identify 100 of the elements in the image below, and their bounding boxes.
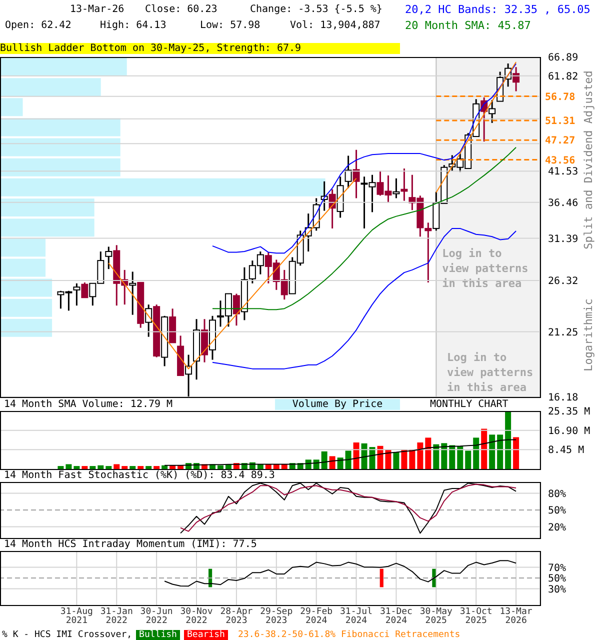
x-tick-label: 13-Mar 2026 bbox=[500, 607, 533, 626]
text: Bullish bbox=[136, 630, 180, 640]
y-tick-label: 61.82 bbox=[548, 71, 578, 82]
bar bbox=[146, 466, 152, 469]
candlestick bbox=[400, 168, 408, 202]
text: MONTHLY CHART bbox=[430, 399, 508, 411]
x-tick-label: 28-Apr 2023 bbox=[220, 607, 254, 626]
bar bbox=[433, 444, 440, 469]
bar bbox=[0, 58, 127, 76]
ref-line-label: 51.31 bbox=[545, 116, 576, 128]
bar bbox=[441, 443, 448, 469]
x-tick-label: 29-Feb 2024 bbox=[300, 607, 333, 626]
bar bbox=[385, 450, 392, 469]
y-tick-label: 66.89 bbox=[548, 52, 578, 64]
line-series bbox=[164, 439, 517, 466]
bar bbox=[154, 466, 160, 469]
y-tick-label: 50% bbox=[548, 506, 566, 517]
bar bbox=[82, 466, 88, 469]
bar bbox=[409, 450, 416, 469]
bar bbox=[361, 443, 368, 469]
bar bbox=[449, 445, 456, 469]
bar bbox=[138, 466, 144, 469]
bar bbox=[489, 434, 496, 469]
legend-title: % K - HCS IMI Crossover, bbox=[2, 630, 132, 640]
bar bbox=[0, 98, 23, 116]
bar bbox=[0, 178, 326, 196]
candlestick bbox=[232, 292, 240, 326]
bar bbox=[98, 465, 104, 469]
candlestick bbox=[512, 66, 520, 92]
candlestick bbox=[352, 149, 360, 199]
bar bbox=[457, 446, 464, 469]
bar bbox=[321, 451, 328, 469]
line-series bbox=[164, 560, 517, 587]
bar bbox=[393, 452, 400, 469]
x-tick-label: 30-May 2025 bbox=[420, 607, 453, 626]
bar bbox=[417, 442, 424, 469]
text: 13-Mar-26 bbox=[70, 4, 124, 16]
bar bbox=[0, 198, 94, 216]
y-tick-label: 8.45 M bbox=[548, 445, 584, 456]
text: Change: -3.53 {-5.5 %} bbox=[250, 4, 382, 16]
bar bbox=[0, 238, 46, 257]
y-tick-label: 21.25 bbox=[548, 327, 578, 338]
y-tick-label: 31.39 bbox=[548, 234, 578, 245]
x-tick-label: 31-Aug 2021 bbox=[60, 607, 93, 626]
bar bbox=[114, 464, 120, 469]
text: 23.6-38.2-50-61.8% Fibonacci Retracements bbox=[238, 630, 460, 640]
candlestick bbox=[145, 304, 152, 338]
bar bbox=[257, 464, 264, 469]
y-tick-label: 16.18 bbox=[548, 392, 578, 404]
chart-title: 14 Month HCS Intraday Momentum (IMI): 77.5 bbox=[4, 539, 257, 550]
bar bbox=[66, 464, 72, 469]
candlestick bbox=[392, 178, 400, 199]
bar bbox=[369, 447, 376, 469]
bar bbox=[265, 464, 272, 469]
chart-title: 14 Month Fast Stochastic (%K) (%D): 83.4 89.3 bbox=[4, 470, 275, 481]
candlestick bbox=[105, 246, 112, 270]
bar bbox=[58, 466, 64, 469]
bar bbox=[0, 298, 52, 317]
bar bbox=[0, 78, 101, 96]
candlestick bbox=[344, 154, 352, 189]
text: 20,2 HC Bands: 32.35 , 65.05 bbox=[405, 2, 590, 18]
text: Open: 62.42 bbox=[5, 20, 72, 32]
bar bbox=[481, 428, 488, 469]
bar bbox=[353, 442, 360, 469]
bar bbox=[74, 466, 80, 469]
text: 20 Month SMA: 45.87 bbox=[405, 18, 532, 34]
bar bbox=[497, 434, 504, 469]
bar bbox=[425, 438, 432, 469]
bar bbox=[0, 278, 52, 297]
bar bbox=[0, 258, 46, 277]
bar bbox=[0, 138, 120, 156]
y-tick-label: 26.32 bbox=[548, 276, 578, 287]
candlestick bbox=[488, 99, 496, 124]
y-tick-label: 30% bbox=[548, 584, 566, 596]
y-tick-label: 41.53 bbox=[548, 166, 578, 178]
bar bbox=[401, 450, 408, 469]
bar bbox=[106, 466, 112, 469]
x-tick-label: 31-Oct 2025 bbox=[460, 607, 492, 626]
x-tick-label: 31-Jan 2022 bbox=[100, 607, 133, 626]
candlestick bbox=[81, 282, 88, 298]
x-tick-label: 30-Nov 2022 bbox=[180, 607, 213, 626]
x-tick-label: 30-Jun 2022 bbox=[140, 607, 173, 626]
bar bbox=[513, 437, 520, 469]
y-tick-label: 50% bbox=[548, 574, 566, 585]
ref-line-label: 47.27 bbox=[545, 136, 576, 147]
x-tick-label: 31-Jul 2024 bbox=[340, 607, 373, 626]
y-axis-title: Split and Dividend Adjusted bbox=[582, 70, 595, 250]
text: High: 64.13 bbox=[100, 20, 166, 32]
bar bbox=[281, 464, 288, 469]
candlestick bbox=[129, 270, 136, 316]
bar bbox=[329, 456, 336, 469]
ref-line-label: 43.56 bbox=[545, 155, 576, 166]
bar bbox=[505, 411, 512, 469]
bar bbox=[273, 464, 280, 469]
bar bbox=[217, 465, 224, 469]
bar bbox=[130, 466, 136, 469]
annotation: Log in to view patterns in this area bbox=[447, 350, 534, 395]
bar bbox=[0, 318, 52, 337]
text: Logarithmic bbox=[582, 298, 595, 372]
bar bbox=[337, 458, 344, 469]
